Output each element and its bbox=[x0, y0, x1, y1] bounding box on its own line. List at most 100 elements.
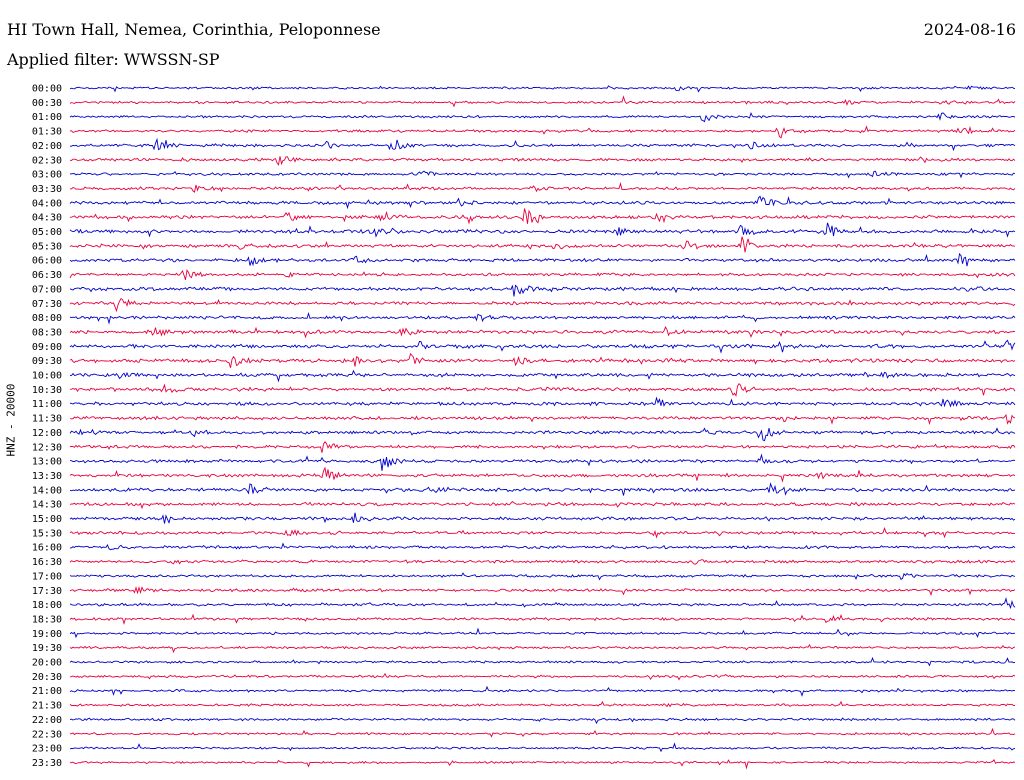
time-tick-label: 19:00 bbox=[32, 629, 62, 640]
time-tick-label: 05:30 bbox=[32, 241, 62, 252]
seismogram-trace bbox=[69, 311, 1016, 325]
time-tick-label: 09:00 bbox=[32, 342, 62, 353]
seismogram-trace bbox=[69, 396, 1016, 408]
seismogram-trace bbox=[69, 596, 1016, 610]
seismogram-trace bbox=[69, 427, 1016, 442]
seismogram-trace bbox=[69, 572, 1016, 581]
seismogram-trace bbox=[69, 268, 1016, 280]
time-tick-label: 15:30 bbox=[32, 528, 62, 539]
seismogram-trace bbox=[69, 112, 1016, 123]
time-tick-label: 12:00 bbox=[32, 428, 62, 439]
time-tick-label: 22:30 bbox=[32, 729, 62, 740]
date-label: 2024-08-16 bbox=[923, 20, 1016, 39]
seismogram-trace bbox=[69, 758, 1016, 770]
time-tick-label: 23:30 bbox=[32, 758, 62, 769]
seismogram-trace bbox=[69, 352, 1016, 368]
time-tick-label: 17:00 bbox=[32, 571, 62, 582]
time-tick-label: 02:30 bbox=[32, 155, 62, 166]
seismogram-trace bbox=[69, 466, 1016, 483]
time-tick-label: 15:00 bbox=[32, 514, 62, 525]
time-tick-label: 10:00 bbox=[32, 371, 62, 382]
seismogram-trace bbox=[69, 125, 1016, 139]
seismogram-trace bbox=[69, 195, 1016, 210]
seismogram-trace bbox=[69, 222, 1016, 238]
time-tick-label: 03:00 bbox=[32, 170, 62, 181]
time-tick-label: 16:30 bbox=[32, 557, 62, 568]
seismogram-trace bbox=[69, 742, 1016, 753]
seismogram-trace bbox=[69, 325, 1016, 339]
time-tick-label: 01:00 bbox=[32, 112, 62, 123]
time-tick-label: 05:00 bbox=[32, 227, 62, 238]
seismogram-trace bbox=[69, 717, 1016, 725]
time-tick-label: 11:30 bbox=[32, 414, 62, 425]
seismogram-trace bbox=[69, 643, 1016, 654]
time-tick-label: 07:30 bbox=[32, 299, 62, 310]
time-tick-label: 00:30 bbox=[32, 98, 62, 109]
seismogram-trace bbox=[69, 542, 1016, 551]
time-tick-label: 08:30 bbox=[32, 327, 62, 338]
time-tick-label: 18:00 bbox=[32, 600, 62, 611]
seismogram-trace bbox=[69, 526, 1016, 539]
seismogram-trace bbox=[69, 236, 1016, 253]
seismogram-trace bbox=[69, 512, 1016, 525]
seismogram-trace bbox=[69, 182, 1016, 193]
time-tick-label: 00:00 bbox=[32, 84, 62, 95]
seismogram-trace bbox=[69, 297, 1016, 313]
seismogram-trace bbox=[69, 284, 1016, 297]
time-tick-label: 14:30 bbox=[32, 500, 62, 511]
seismogram-trace bbox=[69, 586, 1016, 596]
time-tick-label: 01:30 bbox=[32, 127, 62, 138]
seismogram-trace bbox=[69, 685, 1016, 697]
time-tick-label: 19:30 bbox=[32, 643, 62, 654]
seismogram-trace bbox=[69, 369, 1016, 383]
seismogram-trace bbox=[69, 453, 1016, 471]
time-tick-label: 09:30 bbox=[32, 356, 62, 367]
seismogram-trace bbox=[69, 656, 1016, 667]
station-title: HI Town Hall, Nemea, Corinthia, Peloponn… bbox=[7, 20, 381, 39]
time-tick-label: 21:30 bbox=[32, 701, 62, 712]
time-tick-label: 03:30 bbox=[32, 184, 62, 195]
time-tick-label: 17:30 bbox=[32, 586, 62, 597]
time-tick-label: 21:00 bbox=[32, 686, 62, 697]
seismogram-trace bbox=[69, 627, 1016, 639]
seismogram-trace bbox=[70, 137, 1016, 152]
time-tick-label: 20:00 bbox=[32, 658, 62, 669]
seismogram-trace bbox=[69, 441, 1016, 453]
seismogram-trace bbox=[69, 170, 1016, 179]
seismogram-trace bbox=[69, 700, 1016, 708]
time-tick-label: 13:00 bbox=[32, 457, 62, 468]
seismogram-trace bbox=[69, 672, 1016, 681]
time-tick-label: 07:00 bbox=[32, 284, 62, 295]
seismogram-trace bbox=[69, 95, 1016, 108]
seismogram-trace bbox=[69, 413, 1016, 425]
seismogram-traces bbox=[69, 85, 1016, 770]
time-tick-label: 11:00 bbox=[32, 399, 62, 410]
time-tick-label: 06:30 bbox=[32, 270, 62, 281]
time-tick-label: 10:30 bbox=[32, 385, 62, 396]
time-tick-label: 13:30 bbox=[32, 471, 62, 482]
time-tick-label: 20:30 bbox=[32, 672, 62, 683]
time-tick-label: 06:00 bbox=[32, 256, 62, 267]
time-tick-label: 23:00 bbox=[32, 744, 62, 755]
seismogram-trace bbox=[69, 727, 1016, 738]
time-tick-label: 18:30 bbox=[32, 614, 62, 625]
seismogram-trace bbox=[69, 382, 1016, 397]
time-tick-labels: 00:00 00:30 01:00 01:30 02:00 02:30 03:00 03:30… bbox=[32, 84, 62, 769]
seismogram-trace bbox=[69, 252, 1016, 267]
filter-label: Applied filter: WWSSN-SP bbox=[7, 50, 220, 69]
time-tick-label: 16:00 bbox=[32, 543, 62, 554]
seismogram-trace bbox=[69, 85, 1016, 93]
time-tick-label: 04:30 bbox=[32, 213, 62, 224]
time-tick-label: 22:00 bbox=[32, 715, 62, 726]
seismogram-trace bbox=[69, 482, 1016, 496]
time-tick-label: 08:00 bbox=[32, 313, 62, 324]
time-tick-label: 14:00 bbox=[32, 485, 62, 496]
seismogram-trace bbox=[69, 613, 1016, 626]
seismogram-trace bbox=[69, 339, 1016, 354]
time-tick-label: 02:00 bbox=[32, 141, 62, 152]
seismogram-trace bbox=[69, 156, 1016, 166]
time-tick-label: 12:30 bbox=[32, 442, 62, 453]
seismogram-trace bbox=[69, 500, 1016, 510]
seismogram-trace bbox=[69, 559, 1016, 565]
